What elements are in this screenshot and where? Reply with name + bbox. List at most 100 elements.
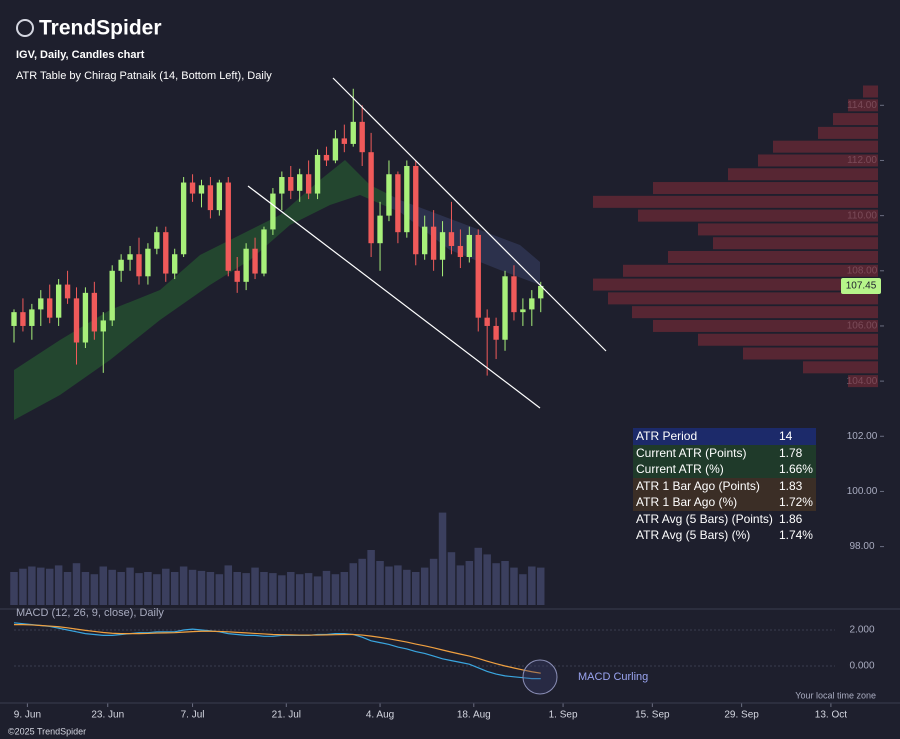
x-tick-label: 15. Sep — [635, 710, 670, 721]
candle-body — [279, 177, 285, 194]
volume-profile-bar — [593, 278, 878, 291]
volume-profile-bar — [608, 292, 878, 305]
volume-bar — [501, 561, 509, 605]
candle-body — [493, 325, 499, 340]
volume-profile-bar — [653, 182, 878, 195]
table-cell: 1.66% — [778, 462, 813, 477]
candle-body — [314, 154, 321, 194]
chart-subtitle: ATR Table by Chirag Patnaik (14, Bottom … — [16, 70, 272, 82]
line-series — [14, 624, 541, 674]
candle-body — [118, 259, 124, 271]
volume-profile-bar — [833, 113, 878, 126]
candle-body — [520, 309, 526, 313]
volume-profile-bar — [668, 251, 878, 263]
volume-profile-bar — [638, 209, 878, 222]
volume-bar — [153, 574, 161, 605]
table-cell: 14 — [778, 429, 793, 444]
volume-profile-bar — [593, 195, 878, 208]
volume-bar — [349, 563, 358, 605]
table-cell: Current ATR (%) — [636, 462, 724, 477]
candle-body — [466, 234, 472, 257]
candle-body — [189, 182, 196, 194]
volume-bar — [10, 572, 18, 605]
candle-body — [475, 234, 481, 318]
candle-body — [225, 182, 231, 271]
candle-body — [163, 232, 169, 274]
volume-bar — [45, 568, 54, 605]
x-tick-label: 4. Aug — [366, 710, 394, 721]
candle-body — [484, 317, 490, 326]
volume-bar — [403, 569, 411, 605]
volume-bar — [474, 547, 482, 605]
candle-body — [448, 232, 455, 246]
candle-body — [29, 309, 35, 326]
candle-body — [538, 285, 544, 299]
candle-body — [332, 138, 339, 161]
volume-bar — [260, 572, 268, 605]
candle-body — [207, 185, 214, 211]
candle-body — [20, 312, 26, 326]
table-row: ATR Avg (5 Bars) (Points) 1.86 — [633, 511, 816, 528]
volume-bar — [510, 567, 518, 605]
candle-body — [172, 254, 178, 274]
volume-bar — [295, 574, 304, 605]
candle-body — [297, 174, 303, 191]
candle-body — [439, 232, 446, 260]
candle-body — [91, 292, 98, 332]
annotation: MACD Curling — [578, 671, 648, 683]
volume-bar — [28, 566, 36, 605]
table-cell: ATR Avg (5 Bars) (%) — [636, 528, 751, 543]
candle-body — [216, 182, 223, 211]
volume-bar — [54, 565, 63, 605]
table-cell: Current ATR (Points) — [636, 445, 747, 460]
volume-bar — [304, 573, 313, 605]
y-tick-label: 98.00 — [849, 541, 874, 552]
volume-profile-bar — [863, 85, 878, 98]
volume-profile-bar — [803, 361, 878, 374]
last-price-box — [841, 277, 881, 294]
volume-bar — [37, 567, 45, 605]
candle-body — [386, 174, 392, 216]
volume-profile-bar — [632, 306, 878, 319]
volume-bar — [331, 574, 340, 605]
atr-table: ATR Period 14 Current ATR (Points) 1.78 Curr… — [633, 428, 816, 544]
volume-bar — [536, 567, 545, 605]
table-row: ATR Period 14 — [633, 428, 816, 445]
timezone-note: Your local time zone — [795, 690, 876, 700]
volume-bar — [287, 572, 295, 605]
volume-profile-bar — [773, 140, 878, 153]
volume-bar — [179, 566, 188, 605]
volume-bar — [269, 573, 277, 605]
candle-body — [377, 215, 383, 244]
volume-bar — [322, 570, 331, 605]
trend-line — [247, 185, 541, 409]
candle-body — [511, 276, 517, 313]
candle-body — [64, 284, 71, 299]
candle-body — [529, 298, 535, 310]
candle-body — [305, 174, 312, 194]
candle-body — [47, 298, 53, 318]
volume-profile-bar — [623, 264, 878, 277]
trend-line — [332, 77, 607, 352]
volume-bar — [206, 572, 215, 605]
x-tick-label: 29. Sep — [724, 710, 759, 721]
candle-body — [154, 232, 160, 249]
table-cell: 1.86 — [778, 511, 803, 526]
annotation-circle — [522, 659, 558, 695]
y-tick-label: 2.000 — [849, 625, 874, 636]
table-row: ATR 1 Bar Ago (Points) 1.83 — [633, 477, 816, 494]
candle-body — [341, 138, 348, 144]
volume-bar — [420, 567, 429, 605]
volume-profile-bar — [743, 347, 878, 360]
volume-bar — [367, 550, 375, 605]
volume-profile-bar — [758, 154, 878, 167]
volume-bar — [63, 572, 72, 605]
ema-cloud — [14, 160, 390, 420]
plot-area: 9. Jun 23. Jun 7. Jul 21. Jul 4. Aug 18. Aug 1… — [10, 85, 884, 721]
volume-profile-bar — [728, 168, 878, 181]
volume-bar — [126, 567, 134, 605]
volume-bar — [72, 563, 81, 605]
volume-profile-bar — [698, 333, 878, 346]
volume-bar — [429, 558, 438, 605]
